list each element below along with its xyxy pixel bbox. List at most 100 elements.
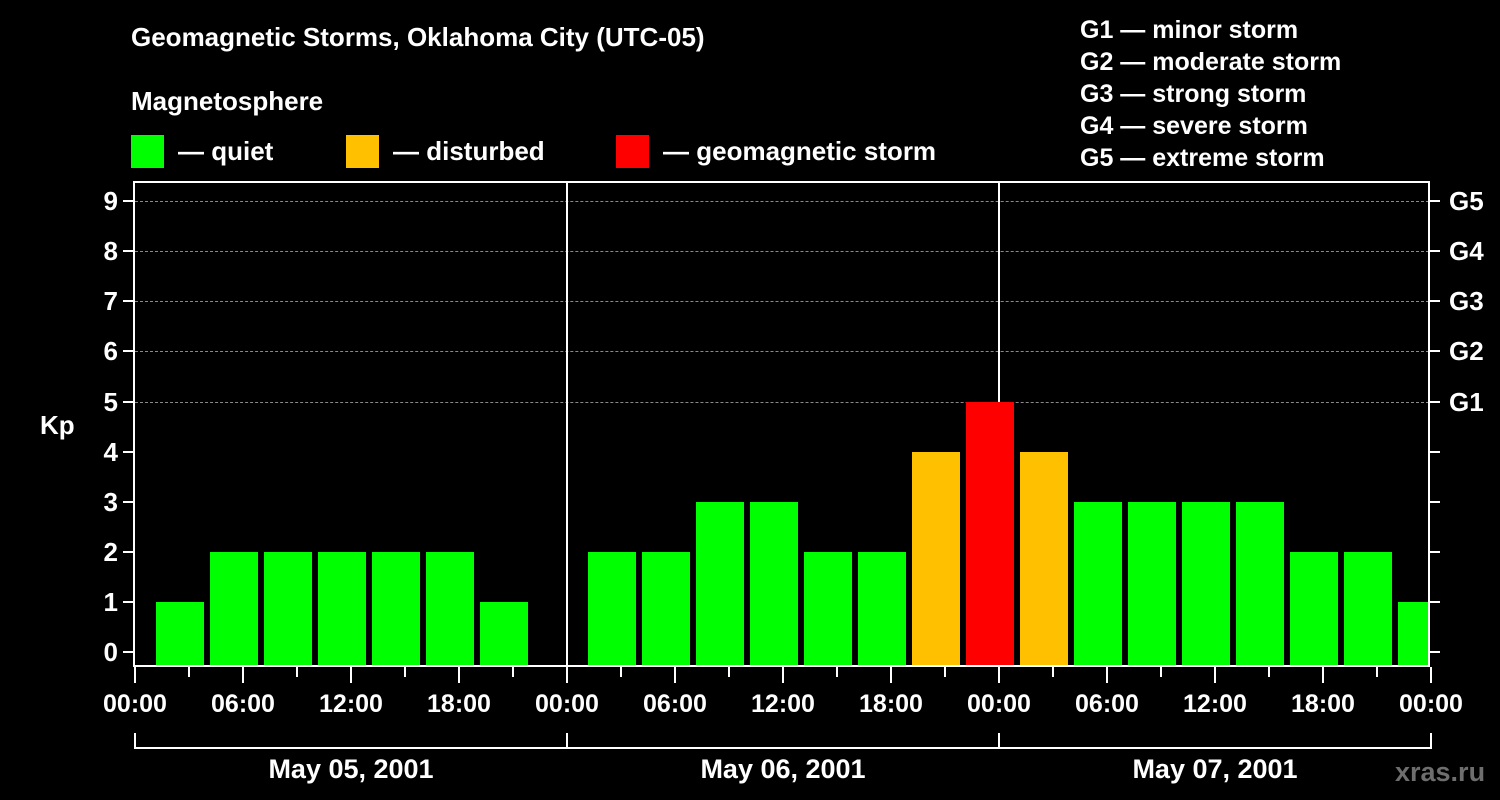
g-level-item: G1 — minor storm (1080, 16, 1299, 44)
x-tick-label: 18:00 (427, 690, 491, 718)
kp-bar-quiet (210, 552, 258, 667)
g-level-item: G4 — severe storm (1080, 112, 1308, 140)
watermark: xras.ru (1395, 757, 1486, 787)
x-tick (134, 667, 136, 683)
gridline (135, 251, 1429, 252)
right-tick (1430, 551, 1440, 553)
kp-bar-storm (966, 402, 1014, 667)
x-tick (674, 667, 676, 683)
g-level-tick-label: G5 (1449, 186, 1484, 216)
x-tick (836, 667, 838, 677)
legend-disturbed: — disturbed (346, 134, 545, 168)
y-tick (123, 350, 133, 352)
kp-bar-quiet (804, 552, 852, 667)
g-level-item: G3 — strong storm (1080, 80, 1307, 108)
kp-bar-quiet (750, 502, 798, 667)
x-tick-label: 06:00 (1075, 690, 1139, 718)
g-level-tick-label: G2 (1449, 336, 1484, 366)
y-tick-label: 8 (103, 236, 118, 266)
legend-swatch-quiet (131, 134, 164, 168)
x-tick (242, 667, 244, 683)
legend-label: — quiet (178, 135, 274, 166)
y-axis-label: Kp (40, 410, 75, 440)
right-tick (1430, 200, 1440, 202)
kp-bar-disturbed (1020, 452, 1068, 667)
y-tick (123, 451, 133, 453)
y-tick (123, 601, 133, 603)
y-tick (123, 300, 133, 302)
legend-swatch-storm (616, 134, 649, 168)
y-tick-label: 2 (103, 537, 118, 567)
kp-bar-quiet (426, 552, 474, 667)
x-tick-label: 06:00 (643, 690, 707, 718)
y-tick-label: 7 (103, 286, 118, 316)
y-tick (123, 651, 133, 653)
x-tick (782, 667, 784, 683)
legend-quiet: — quiet (131, 134, 273, 168)
gridline (135, 402, 1429, 403)
kp-bar-quiet (696, 502, 744, 667)
chart-title: Geomagnetic Storms, Oklahoma City (UTC-0… (131, 22, 705, 52)
kp-bar-quiet (480, 602, 528, 667)
day-label: May 05, 2001 (268, 754, 434, 784)
right-tick (1430, 601, 1440, 603)
day-bracket-tick (1430, 733, 1432, 749)
kp-bar-quiet (1290, 552, 1338, 667)
kp-bar-quiet (858, 552, 906, 667)
x-tick (1106, 667, 1108, 683)
x-tick (1322, 667, 1324, 683)
kp-bar-quiet (1344, 552, 1392, 667)
kp-bar-quiet (156, 602, 204, 667)
x-tick-label: 18:00 (859, 690, 923, 718)
x-tick (512, 667, 514, 677)
x-tick (296, 667, 298, 677)
y-tick-label: 4 (103, 437, 118, 467)
kp-bar-quiet (1182, 502, 1230, 667)
g-level-item: G5 — extreme storm (1080, 144, 1325, 172)
x-tick (944, 667, 946, 677)
x-tick-label: 18:00 (1291, 690, 1355, 718)
x-tick (566, 667, 568, 683)
day-bracket-tick (998, 733, 1000, 749)
x-tick (458, 667, 460, 683)
kp-bar-disturbed (912, 452, 960, 667)
x-tick-label: 00:00 (1399, 690, 1463, 718)
right-tick (1430, 501, 1440, 503)
x-tick (1214, 667, 1216, 683)
day-label: May 06, 2001 (700, 754, 866, 784)
y-tick (123, 250, 133, 252)
kp-bar-quiet (1236, 502, 1284, 667)
x-tick-label: 00:00 (535, 690, 599, 718)
day-bracket (135, 747, 1430, 749)
kp-bar-quiet (1074, 502, 1122, 667)
plot-area (133, 181, 1430, 667)
day-separator (566, 181, 568, 667)
x-tick-label: 12:00 (751, 690, 815, 718)
y-tick-label: 9 (103, 186, 118, 216)
day-label: May 07, 2001 (1132, 754, 1298, 784)
y-tick-label: 3 (103, 487, 118, 517)
legend-label: — geomagnetic storm (663, 135, 937, 166)
g-level-tick-label: G1 (1449, 387, 1484, 417)
x-tick (890, 667, 892, 683)
right-tick (1430, 250, 1440, 252)
kp-bar-quiet (1128, 502, 1176, 667)
gridline (135, 301, 1429, 302)
gridline (135, 351, 1429, 352)
g-level-tick-label: G4 (1449, 236, 1484, 266)
x-tick (188, 667, 190, 677)
day-bracket-tick (566, 733, 568, 749)
y-tick-label: 6 (103, 336, 118, 366)
right-tick (1430, 350, 1440, 352)
kp-bar-quiet (264, 552, 312, 667)
x-tick (620, 667, 622, 677)
x-tick-label: 12:00 (319, 690, 383, 718)
x-tick (728, 667, 730, 677)
x-tick (1052, 667, 1054, 677)
g-level-tick-label: G3 (1449, 286, 1484, 316)
day-bracket-tick (134, 733, 136, 749)
y-tick (123, 551, 133, 553)
x-tick (998, 667, 1000, 683)
right-tick (1430, 401, 1440, 403)
x-tick (404, 667, 406, 677)
